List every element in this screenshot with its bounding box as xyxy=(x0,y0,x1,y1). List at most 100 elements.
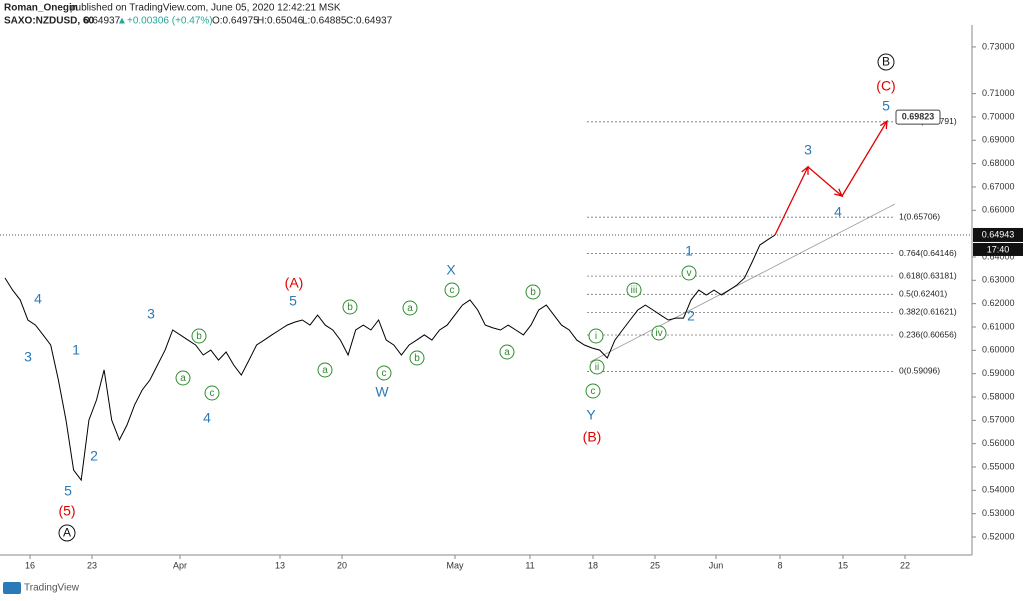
wave-label: c xyxy=(210,388,215,399)
wave-circle xyxy=(58,524,76,542)
wave-circle xyxy=(175,370,191,386)
y-tick-label: 0.62000 xyxy=(982,298,1015,308)
wave-label: b xyxy=(196,331,202,342)
wave-label: (B) xyxy=(583,429,602,445)
wave-label: a xyxy=(407,303,413,314)
y-tick-label: 0.58000 xyxy=(982,391,1015,401)
wave-label: (C) xyxy=(876,78,895,94)
y-tick-label: 0.68000 xyxy=(982,158,1015,168)
x-tick-label: 25 xyxy=(650,560,660,570)
arrow-head xyxy=(801,165,809,175)
fib-label: 1(0.65706) xyxy=(899,211,940,221)
wave-label: (5) xyxy=(58,503,75,519)
wave-label: ii xyxy=(595,362,599,373)
y-tick-label: 0.59000 xyxy=(982,368,1015,378)
fib-label: 0.5(0.62401) xyxy=(899,289,947,299)
y-tick-label: 0.71000 xyxy=(982,88,1015,98)
wave-circle xyxy=(191,328,207,344)
forecast-path xyxy=(774,120,888,236)
y-tick-label: 0.67000 xyxy=(982,181,1015,191)
wave-circle xyxy=(651,325,667,341)
target-tag xyxy=(895,109,941,125)
price-line xyxy=(4,234,776,482)
wave-label: c xyxy=(382,368,387,379)
wave-label: a xyxy=(504,347,510,358)
x-tick-label: 16 xyxy=(25,560,35,570)
x-tick-label: 13 xyxy=(275,560,285,570)
arrow: ▲ xyxy=(117,16,127,27)
wave-label: 3 xyxy=(804,142,812,158)
fib-label: 0.236(0.60656) xyxy=(899,329,957,339)
wave-label: 4 xyxy=(203,410,211,426)
y-tick-label: 0.63000 xyxy=(982,275,1015,285)
wave-label: c xyxy=(450,285,455,296)
y-tick-label: 0.54000 xyxy=(982,485,1015,495)
wave-label: 3 xyxy=(24,349,32,365)
y-tick-label: 0.61000 xyxy=(982,321,1015,331)
y-tick-label: 0.70000 xyxy=(982,111,1015,121)
wave-label: b xyxy=(530,287,536,298)
y-tick-label: 0.57000 xyxy=(982,415,1015,425)
wave-circle xyxy=(402,300,418,316)
x-tick-label: 18 xyxy=(588,560,598,570)
wave-circle xyxy=(589,359,605,375)
x-tick-label: 11 xyxy=(525,560,534,570)
wave-circle xyxy=(204,385,220,401)
x-tick-label: Jun xyxy=(709,560,724,570)
wave-label: 4 xyxy=(834,204,842,220)
fib-label: 0.382(0.61621) xyxy=(899,307,957,317)
wave-label: 1 xyxy=(72,342,80,358)
wave-label: B xyxy=(882,55,890,69)
wave-circle xyxy=(444,282,460,298)
brand: TradingView xyxy=(24,583,80,594)
wave-label: Y xyxy=(586,407,596,423)
wave-label: X xyxy=(446,262,456,278)
arrow-head xyxy=(834,188,844,198)
wave-circle xyxy=(588,328,604,344)
wave-label: a xyxy=(180,373,186,384)
wave-label: b xyxy=(414,353,420,364)
fib-label: 0.618(0.63181) xyxy=(899,270,957,280)
y-tick-label: 0.69000 xyxy=(982,135,1015,145)
wave-label: 1 xyxy=(685,243,693,259)
wave-circle xyxy=(317,362,333,378)
price-tag-label: 0.64943 xyxy=(982,229,1015,239)
wave-circle xyxy=(409,350,425,366)
wave-circle xyxy=(376,365,392,381)
symbol: SAXO:NZDUSD, 60 xyxy=(4,16,94,27)
countdown-box xyxy=(973,242,1023,256)
wave-circle xyxy=(342,299,358,315)
wave-label: A xyxy=(63,526,71,540)
fib-label: 0.764(0.64146) xyxy=(899,248,957,258)
x-tick-label: 20 xyxy=(337,560,347,570)
wave-label: a xyxy=(322,365,328,376)
wave-label: 5 xyxy=(289,293,297,309)
y-tick-label: 0.60000 xyxy=(982,345,1015,355)
low: L:0.64885 xyxy=(302,16,347,27)
wave-label: W xyxy=(375,384,389,400)
wave-label: 3 xyxy=(147,306,155,322)
y-tick-label: 0.66000 xyxy=(982,205,1015,215)
close: C:0.64937 xyxy=(346,16,393,27)
y-tick-label: 0.52000 xyxy=(982,531,1015,541)
wave-circle xyxy=(525,284,541,300)
x-tick-label: 23 xyxy=(87,560,97,570)
x-tick-label: 22 xyxy=(900,560,910,570)
wave-label: 4 xyxy=(34,291,42,307)
wave-label: i xyxy=(595,331,597,342)
x-tick-label: Apr xyxy=(173,560,187,570)
y-tick-label: 0.56000 xyxy=(982,438,1015,448)
wave-label: iv xyxy=(655,328,662,339)
trend-line xyxy=(589,203,896,363)
last-price: 0.64937 xyxy=(84,16,121,27)
wave-circle xyxy=(877,53,895,71)
wave-circle xyxy=(499,344,515,360)
target-tag-label: 0.69823 xyxy=(902,111,935,121)
logo xyxy=(3,582,21,594)
wave-circle xyxy=(626,282,642,298)
x-tick-label: 15 xyxy=(838,560,848,570)
wave-circle xyxy=(585,383,601,399)
high: H:0.65046 xyxy=(257,16,304,27)
arrow-head xyxy=(879,119,888,130)
